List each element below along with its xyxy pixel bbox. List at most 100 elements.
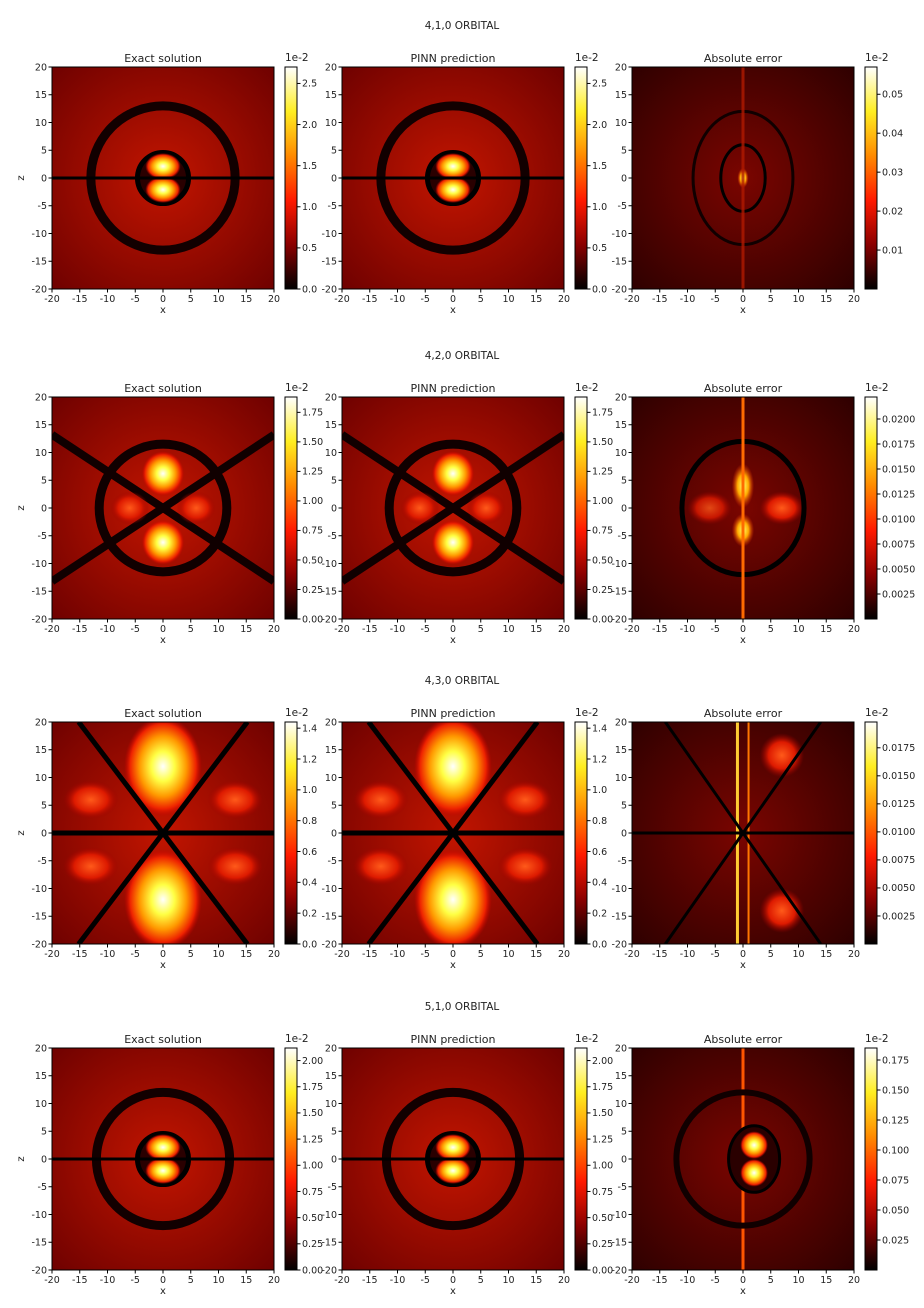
- y-tick-label: 10: [35, 1099, 47, 1110]
- x-tick-label: -10: [100, 949, 116, 960]
- x-tick-label: -20: [334, 1275, 350, 1286]
- colorbar-tick-label: 1.4: [592, 723, 607, 734]
- colorbar-tick-label: 0.0075: [882, 539, 915, 550]
- colorbar-tick-label: 0.5: [592, 243, 607, 254]
- x-tick-label: 10: [212, 949, 224, 960]
- y-tick-label: 20: [35, 392, 47, 403]
- heatmap-image: [632, 1048, 854, 1270]
- x-tick-label: 15: [530, 624, 542, 635]
- colorbar-tick-label: 1.0: [302, 202, 317, 213]
- x-tick-label: 5: [768, 294, 774, 305]
- y-tick-label: 10: [325, 1099, 337, 1110]
- y-tick-label: 10: [325, 118, 337, 129]
- y-tick-label: 20: [35, 717, 47, 728]
- y-tick-label: 20: [35, 1043, 47, 1054]
- y-tick-label: 5: [331, 801, 337, 812]
- colorbar: [284, 396, 298, 620]
- colorbar-offset-label: 1e-2: [865, 707, 889, 719]
- colorbar-tick-label: 0.50: [592, 1213, 613, 1224]
- panel-title: Absolute error: [704, 52, 783, 65]
- y-tick-label: 15: [35, 745, 47, 756]
- panel-title: PINN prediction: [410, 1033, 495, 1046]
- colorbar-tick-label: 1.5: [302, 161, 317, 172]
- colorbar-tick-label: 1.75: [592, 408, 613, 419]
- y-tick-label: -20: [611, 284, 627, 295]
- colorbar-tick-label: 0.25: [592, 585, 613, 596]
- x-tick-label: 15: [530, 949, 542, 960]
- colorbar-tick-label: 1.50: [302, 1108, 323, 1119]
- colorbar-tick-label: 0.0200: [882, 414, 915, 425]
- colorbar-tick-label: 0.2: [592, 908, 607, 919]
- colorbar-tick-label: 1.50: [592, 1108, 613, 1119]
- y-tick-label: -20: [31, 614, 47, 625]
- y-tick-label: 0: [621, 173, 627, 184]
- x-tick-label: 15: [530, 294, 542, 305]
- y-axis-label: z: [16, 830, 27, 835]
- heatmap-image: [52, 397, 274, 619]
- colorbar-tick-label: 0.0: [302, 939, 317, 950]
- colorbar-tick-label: 0.0150: [882, 464, 915, 475]
- x-tick-label: -5: [711, 294, 720, 305]
- x-tick-label: 5: [768, 949, 774, 960]
- y-tick-label: -20: [611, 1265, 627, 1276]
- y-tick-label: -15: [31, 587, 47, 598]
- x-tick-label: 20: [268, 294, 280, 305]
- colorbar-tick-label: 0.0050: [882, 564, 915, 575]
- y-tick-label: 10: [615, 1099, 627, 1110]
- y-tick-label: -5: [328, 856, 337, 867]
- x-axis-label: x: [450, 960, 456, 971]
- x-tick-label: 0: [450, 949, 456, 960]
- heatmap-panel: PINN prediction -20-20 -15 -15 -10 -10 -5 -5 0 0 5…: [321, 1033, 613, 1297]
- x-tick-label: 20: [848, 949, 860, 960]
- y-tick-label: 10: [325, 448, 337, 459]
- y-tick-label: 15: [615, 1071, 627, 1082]
- colorbar-tick-label: 0.75: [592, 1187, 613, 1198]
- y-tick-label: 20: [325, 62, 337, 73]
- y-tick-label: 5: [331, 1127, 337, 1138]
- colorbar-tick-label: 0.50: [302, 1213, 323, 1224]
- heatmap-panel: Exact solution -20-20 -15 -15 -10 -10 -5 -5 0 0 5 5…: [16, 382, 323, 646]
- x-axis-label: x: [740, 305, 746, 316]
- heatmap-panel: Exact solution -20-20 -15 -15 -10 -10 -5 -5 0 0 5 5…: [16, 707, 317, 971]
- colorbar-tick-label: 0.25: [302, 585, 323, 596]
- colorbar-tick-label: 1.75: [302, 408, 323, 419]
- y-tick-label: -5: [328, 201, 337, 212]
- heatmap-panel: Exact solution -20-20 -15 -15 -10 -10 -5 -5 0 0 5 5…: [16, 1033, 323, 1297]
- y-tick-label: -10: [611, 1210, 627, 1221]
- y-tick-label: -15: [31, 912, 47, 923]
- x-tick-label: -15: [362, 294, 378, 305]
- panel-title: Exact solution: [124, 52, 202, 65]
- y-tick-label: 5: [621, 476, 627, 487]
- y-tick-label: -15: [321, 1238, 337, 1249]
- y-tick-label: 15: [615, 420, 627, 431]
- y-tick-label: 10: [615, 118, 627, 129]
- x-axis-label: x: [160, 1286, 166, 1297]
- x-tick-label: -20: [44, 949, 60, 960]
- y-tick-label: 0: [331, 503, 337, 514]
- x-axis-label: x: [160, 960, 166, 971]
- panel-title: PINN prediction: [410, 707, 495, 720]
- colorbar-offset-label: 1e-2: [285, 1033, 309, 1045]
- x-tick-label: 0: [160, 949, 166, 960]
- colorbar-tick-label: 1.2: [592, 754, 607, 765]
- colorbar: [574, 1047, 588, 1271]
- y-tick-label: 5: [41, 476, 47, 487]
- y-tick-label: 0: [331, 828, 337, 839]
- colorbar-tick-label: 0.00: [592, 1265, 613, 1276]
- x-axis-label: x: [740, 635, 746, 646]
- x-tick-label: -5: [421, 294, 430, 305]
- colorbar-offset-label: 1e-2: [285, 382, 309, 394]
- colorbar: [864, 66, 878, 290]
- x-axis-label: x: [740, 1286, 746, 1297]
- y-tick-label: -10: [611, 559, 627, 570]
- x-tick-label: 5: [478, 294, 484, 305]
- colorbar-offset-label: 1e-2: [575, 382, 599, 394]
- heatmap-image: [342, 397, 564, 619]
- x-tick-label: 20: [558, 624, 570, 635]
- colorbar: [574, 396, 588, 620]
- heatmap-image: [632, 397, 854, 619]
- panel-title: Absolute error: [704, 382, 783, 395]
- y-tick-label: 0: [621, 1154, 627, 1165]
- heatmap-image: [342, 67, 564, 289]
